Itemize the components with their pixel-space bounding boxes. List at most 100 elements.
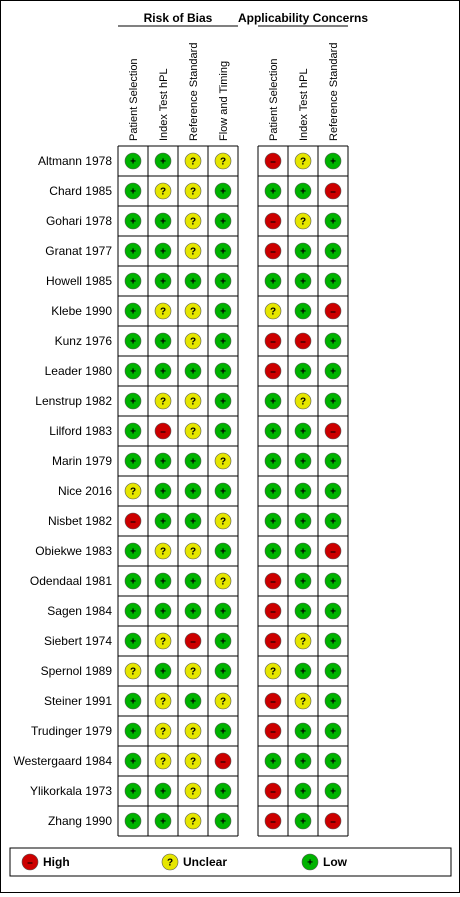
rating-glyph: +	[220, 487, 226, 498]
rating-glyph: +	[190, 697, 196, 708]
rating-circle-l	[324, 242, 342, 260]
rating-circle-l	[214, 332, 232, 350]
study-label: Odendaal 1981	[30, 574, 112, 588]
rating-circle-l	[324, 212, 342, 230]
rating-glyph: +	[130, 727, 136, 738]
rating-glyph: +	[220, 217, 226, 228]
rating-glyph: +	[130, 607, 136, 618]
legend-swatch-unclear	[161, 853, 179, 871]
rating-glyph: +	[130, 337, 136, 348]
rating-glyph: ?	[270, 307, 276, 318]
rating-glyph: +	[130, 157, 136, 168]
rating-glyph: +	[300, 367, 306, 378]
rating-glyph: +	[300, 277, 306, 288]
rating-glyph: +	[190, 487, 196, 498]
rating-glyph: –	[270, 697, 276, 708]
rating-glyph: –	[270, 367, 276, 378]
rating-glyph: +	[300, 307, 306, 318]
rating-circle-l	[184, 602, 202, 620]
study-label: Marin 1979	[52, 454, 112, 468]
rating-circle-l	[184, 482, 202, 500]
rating-circle-u	[214, 572, 232, 590]
rating-glyph: ?	[190, 187, 196, 198]
rating-circle-u	[294, 632, 312, 650]
rating-circle-l	[154, 272, 172, 290]
rating-glyph: +	[130, 817, 136, 828]
rating-circle-u	[154, 392, 172, 410]
rating-circle-l	[154, 482, 172, 500]
rating-circle-h	[214, 752, 232, 770]
rating-circle-l	[124, 242, 142, 260]
rating-circle-l	[154, 782, 172, 800]
legend-label: Low	[323, 855, 348, 869]
rating-circle-u	[294, 212, 312, 230]
rating-circle-l	[214, 602, 232, 620]
rating-glyph: +	[300, 187, 306, 198]
legend-swatch-low	[301, 853, 319, 871]
rating-glyph: –	[330, 187, 336, 198]
study-label: Ylikorkala 1973	[30, 784, 112, 798]
rating-circle-h	[264, 362, 282, 380]
rating-glyph: +	[220, 307, 226, 318]
study-label: Howell 1985	[46, 274, 112, 288]
rating-circle-l	[294, 182, 312, 200]
rating-circle-u	[154, 542, 172, 560]
rating-glyph: +	[270, 187, 276, 198]
rating-circle-u	[184, 542, 202, 560]
rating-circle-l	[124, 632, 142, 650]
study-label: Zhang 1990	[48, 814, 112, 828]
rating-circle-h	[184, 632, 202, 650]
rating-glyph: +	[130, 367, 136, 378]
study-label: Spernol 1989	[41, 664, 113, 678]
rating-circle-l	[264, 542, 282, 560]
rating-glyph: +	[300, 487, 306, 498]
domain-label: Reference Standard	[328, 43, 340, 141]
study-label: Steiner 1991	[44, 694, 112, 708]
rating-glyph: +	[270, 547, 276, 558]
rating-glyph: +	[160, 817, 166, 828]
rating-glyph: +	[160, 517, 166, 528]
rating-glyph: ?	[220, 577, 226, 588]
rating-glyph: +	[160, 247, 166, 258]
rating-circle-l	[324, 572, 342, 590]
rating-glyph: +	[160, 667, 166, 678]
rating-glyph: +	[190, 367, 196, 378]
rating-circle-h	[264, 692, 282, 710]
rating-glyph: +	[300, 667, 306, 678]
rating-glyph: +	[330, 727, 336, 738]
rating-glyph: +	[300, 577, 306, 588]
rating-glyph: –	[270, 727, 276, 738]
rating-glyph: –	[270, 577, 276, 588]
rating-glyph: +	[130, 247, 136, 258]
rating-circle-l	[154, 602, 172, 620]
rating-circle-l	[154, 662, 172, 680]
rating-glyph: –	[330, 817, 336, 828]
rating-circle-u	[184, 812, 202, 830]
rating-glyph: +	[190, 577, 196, 588]
rating-glyph: ?	[160, 307, 166, 318]
study-label: Siebert 1974	[44, 634, 112, 648]
rating-glyph: +	[190, 517, 196, 528]
rating-glyph: –	[270, 787, 276, 798]
rating-circle-l	[214, 302, 232, 320]
rating-circle-u	[214, 512, 232, 530]
rating-circle-l	[154, 242, 172, 260]
domain-label: Reference Standard	[188, 43, 200, 141]
rating-circle-l	[154, 212, 172, 230]
rating-glyph: –	[330, 427, 336, 438]
rating-glyph: –	[330, 307, 336, 318]
rating-circle-u	[294, 692, 312, 710]
rating-circle-l	[264, 482, 282, 500]
rating-glyph: –	[270, 337, 276, 348]
rating-circle-u	[124, 482, 142, 500]
rating-circle-l	[124, 542, 142, 560]
rating-circle-h	[324, 302, 342, 320]
rating-glyph: +	[130, 187, 136, 198]
rating-glyph: +	[300, 517, 306, 528]
rating-circle-u	[184, 782, 202, 800]
rating-glyph: +	[160, 367, 166, 378]
rating-circle-u	[214, 692, 232, 710]
legend-label: Unclear	[183, 855, 227, 869]
rating-glyph: +	[300, 727, 306, 738]
rating-circle-l	[324, 332, 342, 350]
